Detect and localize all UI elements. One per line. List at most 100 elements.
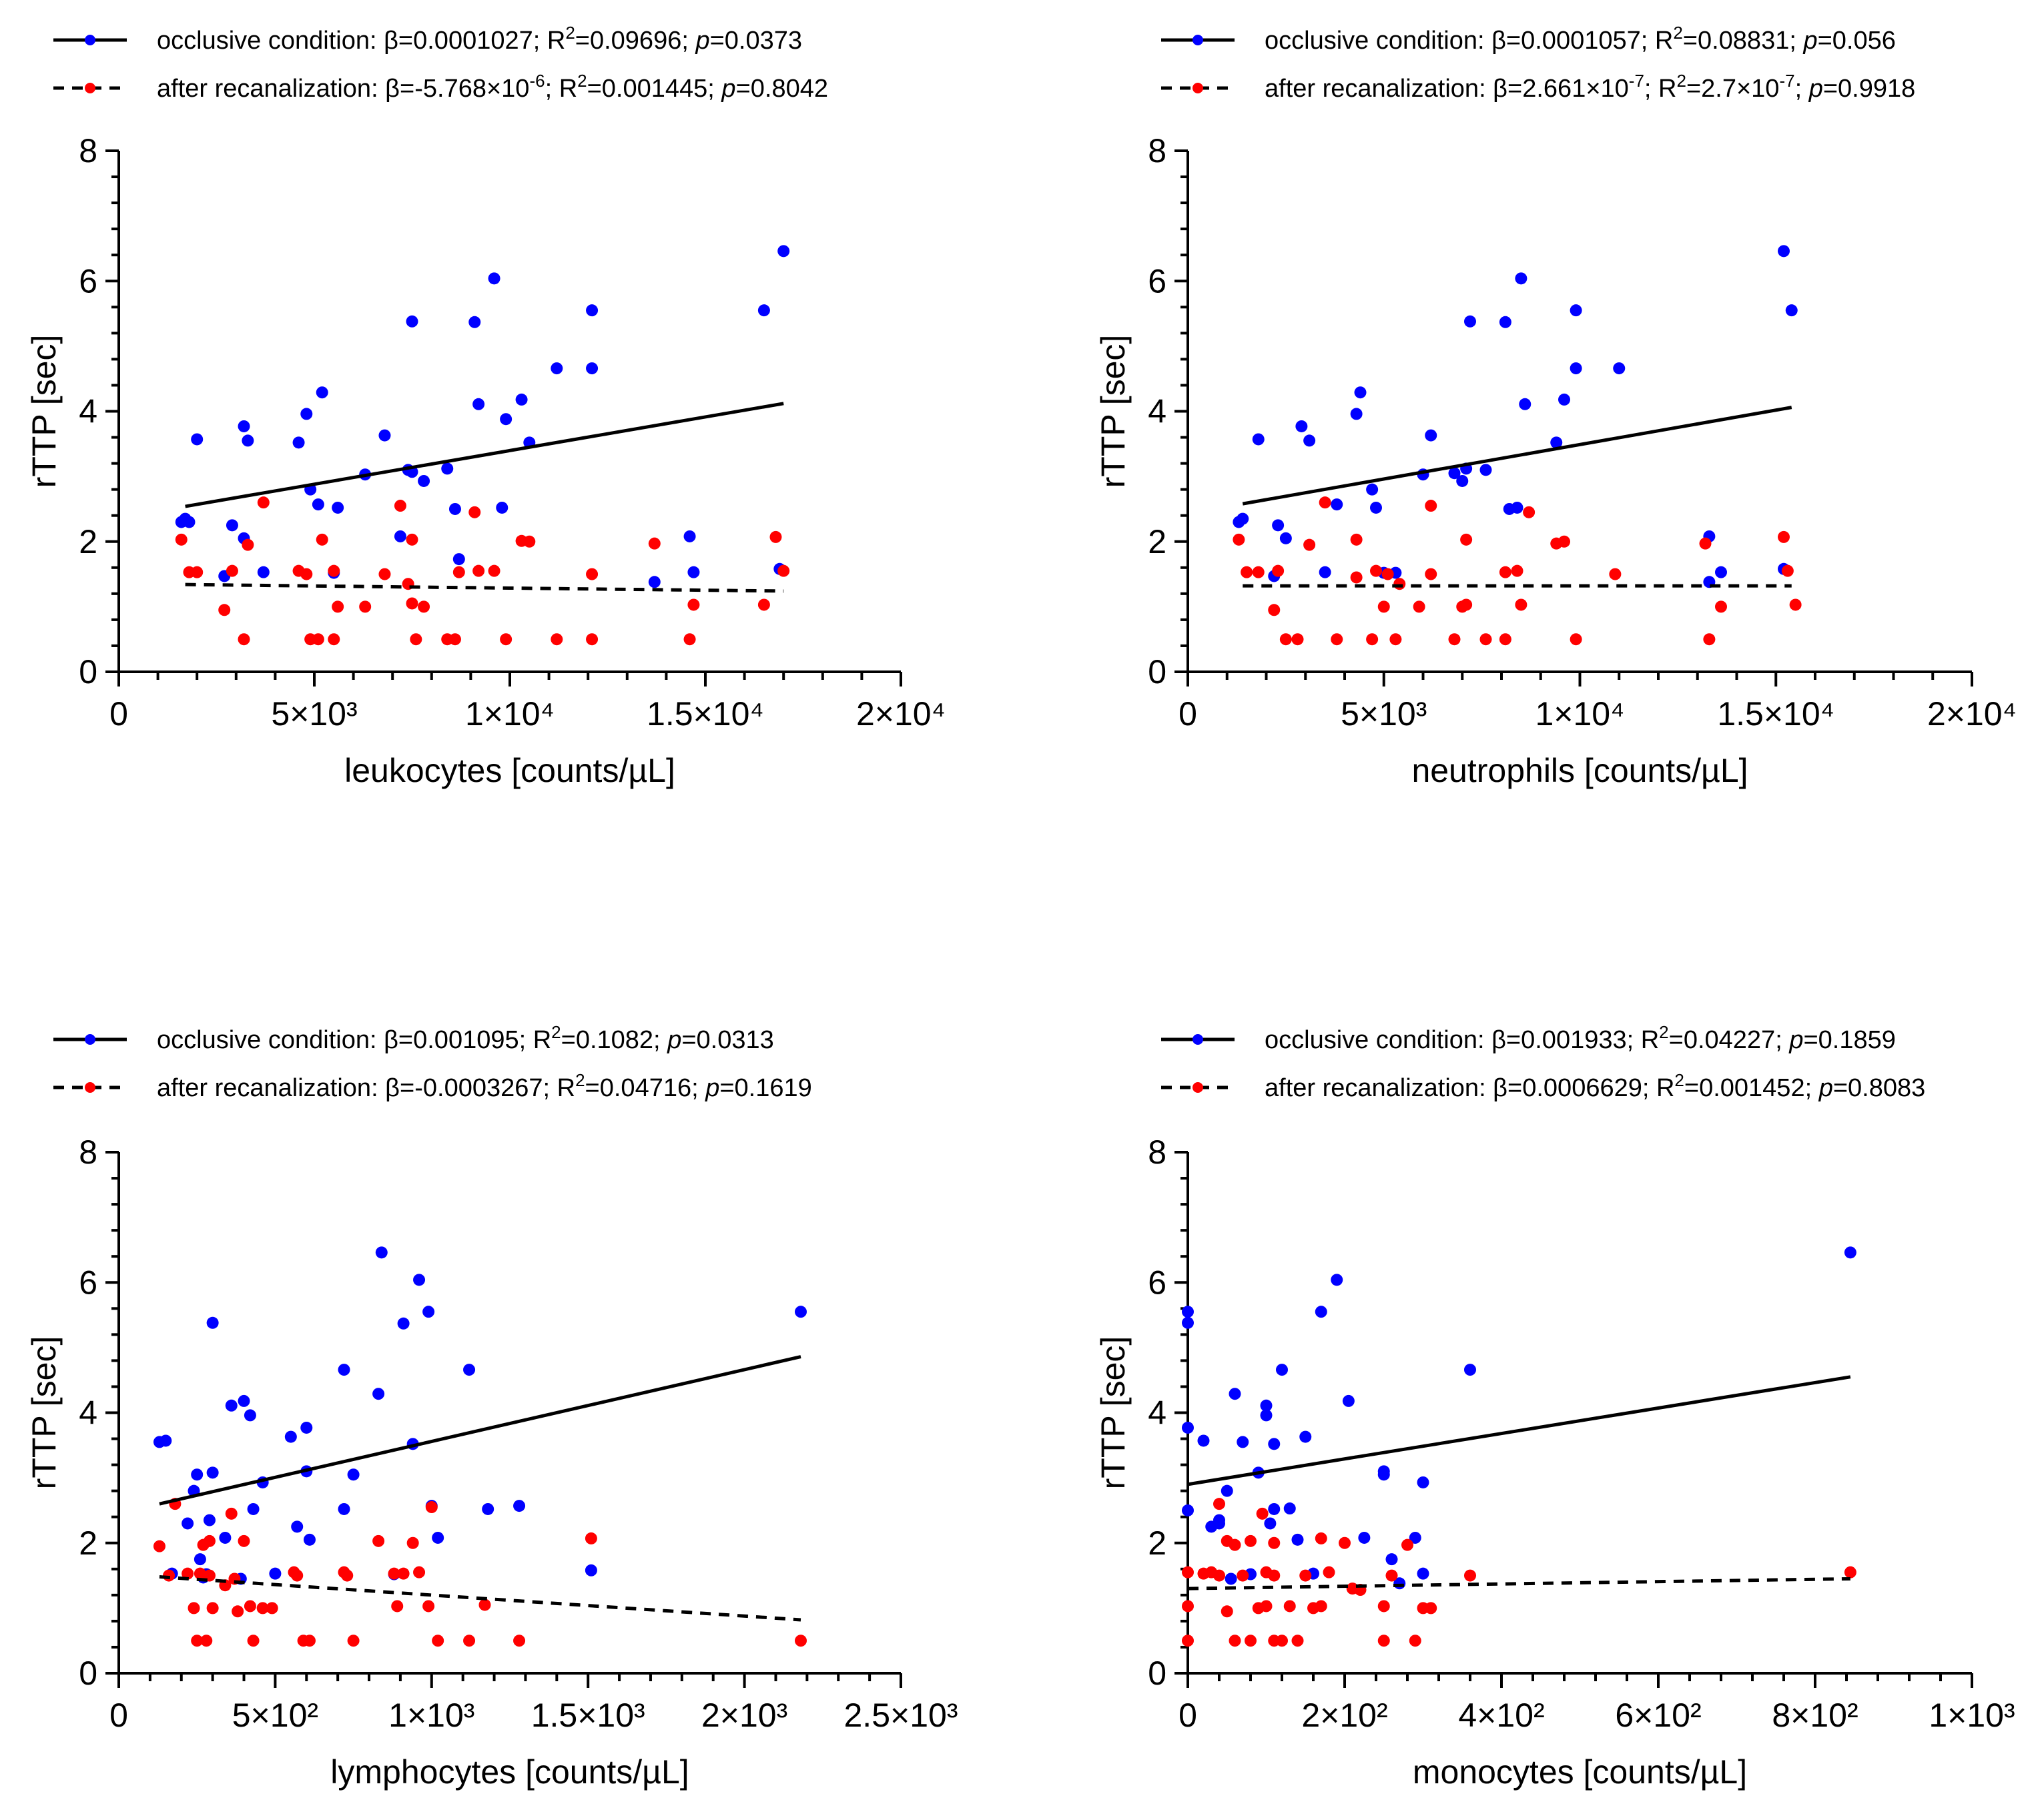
data-point <box>1276 1635 1288 1647</box>
data-point <box>175 533 188 546</box>
data-point <box>418 600 430 613</box>
data-point <box>1515 272 1527 285</box>
x-axis-title: leukocytes [counts/µL] <box>344 752 675 789</box>
legend-label: after recanalization: β=0.0006629; R2=0.… <box>1265 1070 1925 1102</box>
data-point <box>242 434 254 447</box>
data-point <box>1182 1421 1194 1434</box>
data-point <box>1519 398 1531 410</box>
data-point <box>303 1635 316 1647</box>
data-point <box>410 633 422 646</box>
x-tick-label: 5×10³ <box>1341 695 1427 733</box>
data-point <box>1319 566 1331 578</box>
data-point <box>1213 1498 1225 1510</box>
data-point <box>1315 1532 1327 1544</box>
data-point <box>413 1274 426 1286</box>
data-point <box>182 1567 194 1580</box>
legend-marker <box>1193 1082 1203 1093</box>
data-point <box>432 1635 444 1647</box>
data-point <box>406 315 418 328</box>
x-tick-label: 5×10² <box>232 1697 318 1734</box>
data-point <box>1268 1502 1281 1515</box>
data-point <box>1182 1566 1194 1578</box>
data-point <box>1339 1536 1351 1549</box>
data-point <box>1570 362 1582 375</box>
data-point <box>1229 1388 1241 1400</box>
data-point <box>1315 1306 1327 1318</box>
data-point <box>452 553 465 566</box>
regression-line-occlusive <box>1187 1375 1851 1486</box>
y-tick-label: 4 <box>79 393 97 430</box>
data-point <box>1291 1533 1304 1546</box>
data-point <box>191 1635 204 1647</box>
y-tick-label: 8 <box>79 1134 97 1171</box>
data-point <box>1245 1635 1257 1647</box>
data-point <box>794 1306 807 1318</box>
data-point <box>1350 571 1363 584</box>
data-point <box>1268 604 1281 616</box>
y-tick-label: 6 <box>79 262 97 300</box>
data-point <box>1182 1306 1194 1318</box>
x-tick-label: 2×10² <box>1301 1697 1387 1734</box>
data-point <box>1785 304 1798 317</box>
data-point <box>648 537 661 550</box>
data-point <box>238 420 250 432</box>
data-point <box>777 245 790 258</box>
y-axis-title: rTTP [sec] <box>25 1336 63 1490</box>
data-point <box>1213 1514 1225 1526</box>
data-point <box>1366 633 1379 646</box>
data-point <box>242 538 254 551</box>
data-point <box>422 1306 435 1318</box>
legend-label: occlusive condition: β=0.0001057; R2=0.0… <box>1265 23 1896 55</box>
data-point <box>586 362 599 375</box>
data-point <box>463 1364 476 1376</box>
legend-entry: after recanalization: β=-5.768×10-6; R2=… <box>53 71 828 103</box>
data-point <box>777 564 790 577</box>
data-point <box>523 535 536 548</box>
data-point <box>1229 1635 1241 1647</box>
x-tick-label: 1×10⁴ <box>465 695 555 733</box>
x-tick-label: 0 <box>1178 1697 1197 1734</box>
data-point <box>1460 598 1473 611</box>
y-tick-label: 2 <box>1148 523 1166 560</box>
data-point <box>291 1520 304 1533</box>
data-point <box>515 393 528 406</box>
data-point <box>1315 1600 1327 1613</box>
data-point <box>1221 1605 1233 1618</box>
data-point <box>391 1600 404 1613</box>
y-tick-label: 4 <box>79 1394 97 1432</box>
data-point <box>1370 501 1382 514</box>
data-point <box>1479 464 1492 476</box>
data-point <box>1354 386 1367 399</box>
x-axis-title: monocytes [counts/µL] <box>1413 1753 1747 1791</box>
data-point <box>794 1635 807 1647</box>
data-point <box>269 1567 282 1580</box>
data-point <box>328 564 340 577</box>
data-point <box>683 633 696 646</box>
data-point <box>1182 1600 1194 1613</box>
data-point <box>1613 362 1626 375</box>
data-point <box>488 564 500 577</box>
data-point <box>312 498 324 511</box>
data-point <box>496 501 508 514</box>
data-point <box>1381 568 1394 580</box>
data-point <box>1448 633 1461 646</box>
data-point <box>1385 1569 1398 1582</box>
data-point <box>1213 1569 1225 1582</box>
data-point <box>1233 533 1245 546</box>
chart-panel-monocytes: occlusive condition: β=0.001933; R2=0.04… <box>1094 1022 2015 1791</box>
x-tick-label: 1×10³ <box>388 1697 474 1734</box>
y-tick-label: 0 <box>1148 653 1166 691</box>
data-point <box>226 564 238 577</box>
x-tick-label: 1×10⁴ <box>1535 695 1624 733</box>
data-point <box>1264 1517 1277 1530</box>
data-point <box>194 1553 206 1566</box>
data-point <box>500 413 513 426</box>
data-point <box>1229 1538 1241 1551</box>
legend-label: after recanalization: β=2.661×10-7; R2=2… <box>1265 71 1915 103</box>
x-tick-label: 8×10² <box>1772 1697 1858 1734</box>
data-point <box>1342 1394 1355 1407</box>
regression-line-recanalization <box>185 582 784 593</box>
data-point <box>1844 1566 1856 1578</box>
data-point <box>1417 1476 1429 1488</box>
data-point <box>257 496 270 509</box>
